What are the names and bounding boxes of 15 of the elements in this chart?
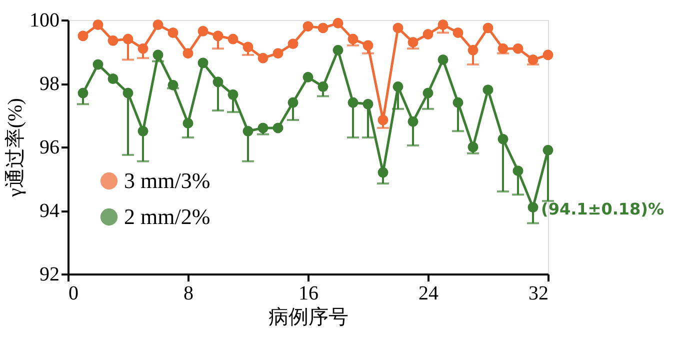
annotation: (94.1±0.18)% — [541, 199, 664, 218]
x-tick-label: 24 — [418, 282, 438, 304]
legend-label: 2 mm/2% — [124, 204, 210, 229]
x-axis-title: 病例序号 — [268, 306, 348, 328]
x-tick-label: 0 — [68, 282, 78, 304]
y-tick-label: 92 — [40, 264, 60, 286]
legend-label: 3 mm/3% — [124, 168, 210, 193]
y-tick-label: 98 — [40, 73, 60, 95]
y-tick-label: 96 — [40, 136, 60, 158]
x-tick-label: 32 — [528, 282, 548, 304]
x-tick-label: 8 — [184, 282, 194, 304]
y-tick-label: 94 — [40, 200, 60, 222]
y-axis-title: γ通过率(%) — [4, 98, 26, 198]
x-tick-label: 16 — [298, 282, 318, 304]
y-tick-label: 100 — [30, 10, 60, 32]
